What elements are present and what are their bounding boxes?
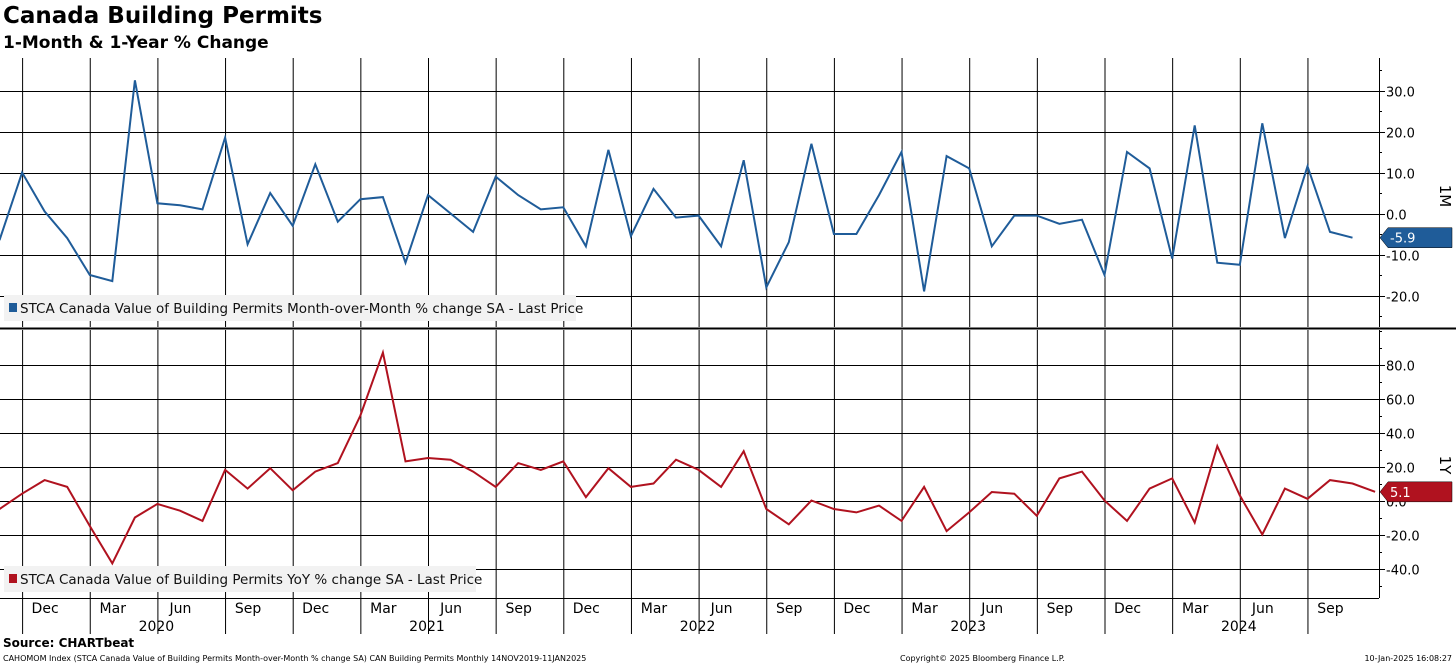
x-year-label: 2022 [680,619,716,635]
chart-subtitle: 1-Month & 1-Year % Change [3,33,269,53]
yoy-y-tick-label: 60.0 [1386,394,1415,409]
mom-series-line [0,80,1353,292]
mom-y-tick-label: 30.0 [1386,86,1415,101]
footer-index-note: CAHOMOM Index (STCA Canada Value of Buil… [3,654,587,663]
x-month-label: Jun [710,601,733,617]
yoy-y-tick-label: -20.0 [1386,530,1420,545]
mom-y-tick-label: 10.0 [1386,168,1415,183]
yoy-y-tick-label: -40.0 [1386,564,1420,579]
x-month-label: Sep [1317,601,1344,617]
x-month-label: Jun [1251,601,1274,617]
yoy-series-line [0,348,1376,566]
x-month-label: Jun [980,601,1003,617]
x-month-label: Jun [168,601,191,617]
mom-legend-text: STCA Canada Value of Building Permits Mo… [20,301,583,317]
x-month-label: Sep [776,601,803,617]
x-year-label: 2023 [950,619,986,635]
yoy-y-tick-label: 80.0 [1386,360,1415,375]
x-month-label: Dec [573,601,600,617]
x-month-label: Mar [1182,601,1209,617]
x-month-label: Mar [370,601,397,617]
mom-panel-label: 1M [1436,185,1454,208]
mom-y-tick-label: 0.0 [1386,209,1407,224]
mom-last-value-label: -5.9 [1390,232,1415,247]
footer-timestamp: 10-Jan-2025 16:08:27 [1364,654,1452,663]
mom-legend-box [4,295,576,321]
x-month-label: Dec [843,601,870,617]
yoy-y-tick-label: 40.0 [1386,428,1415,443]
x-month-label: Sep [505,601,532,617]
yoy-panel-label: 1Y [1436,456,1454,476]
mom-y-tick-label: -10.0 [1386,250,1420,265]
yoy-legend-swatch [9,574,17,583]
x-month-label: Sep [1047,601,1074,617]
mom-legend-swatch [9,303,17,312]
x-month-label: Jun [439,601,462,617]
x-year-label: 2024 [1221,619,1257,635]
yoy-last-value-marker [1379,481,1453,503]
yoy-legend-box [4,566,476,592]
yoy-legend-text: STCA Canada Value of Building Permits Yo… [20,572,482,588]
yoy-y-tick-label: 20.0 [1386,462,1415,477]
x-month-label: Mar [100,601,127,617]
footer-copyright: Copyright© 2025 Bloomberg Finance L.P. [900,654,1065,663]
x-year-label: 2021 [409,619,445,635]
x-year-label: 2020 [139,619,175,635]
mom-last-value-marker [1379,227,1453,248]
x-month-label: Dec [302,601,329,617]
x-month-label: Mar [911,601,938,617]
mom-y-tick-label: 20.0 [1386,127,1415,142]
x-month-label: Dec [32,601,59,617]
source-label: Source: CHARTbeat [3,636,135,650]
x-month-label: Dec [1114,601,1141,617]
mom-y-tick-label: -20.0 [1386,291,1420,306]
x-month-label: Sep [235,601,262,617]
yoy-last-value-label: 5.1 [1390,486,1411,501]
x-month-label: Mar [641,601,668,617]
chart-title: Canada Building Permits [3,3,323,29]
